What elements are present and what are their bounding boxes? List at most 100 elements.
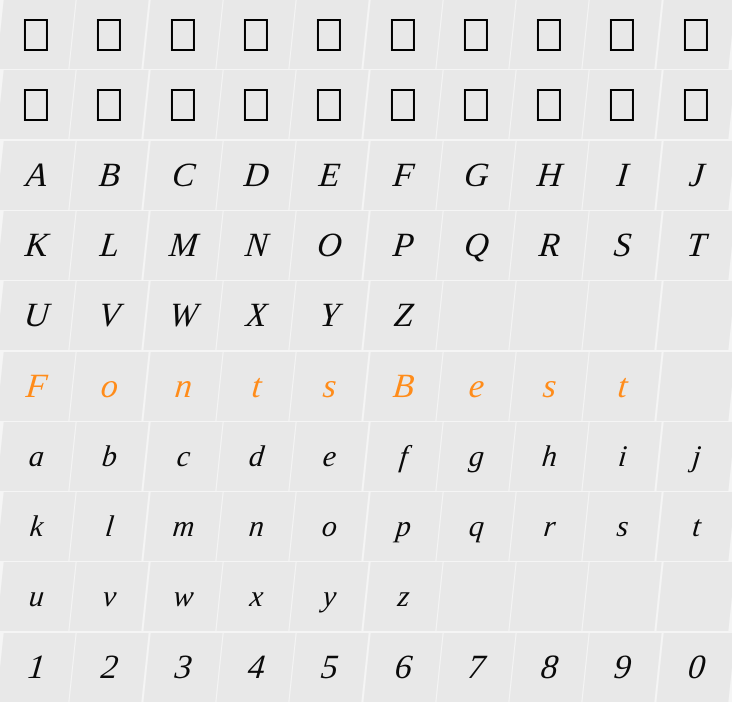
glyph-cell: g [436, 422, 516, 491]
glyph-cell: Z [363, 281, 443, 350]
glyph-cell: l [70, 492, 150, 561]
glyph-cell [143, 70, 223, 139]
glyph-cell: P [363, 211, 443, 280]
glyph-cell: z [363, 562, 443, 631]
glyph-cell: a [0, 422, 76, 491]
glyph-cell: K [0, 211, 76, 280]
glyph-cell: y [290, 562, 370, 631]
glyph-cell: 7 [436, 633, 516, 702]
glyph-cell: o [290, 492, 370, 561]
glyph-cell [509, 70, 589, 139]
glyph-cell [143, 0, 223, 69]
glyph-cell: E [290, 141, 370, 210]
glyph-cell [0, 70, 76, 139]
glyph-cell [583, 562, 663, 631]
glyph-cell [656, 562, 732, 631]
glyph-cell: t [583, 352, 663, 421]
glyph-cell: 5 [290, 633, 370, 702]
glyph-cell [509, 281, 589, 350]
glyph-cell: J [656, 141, 732, 210]
glyph-cell [70, 70, 150, 139]
glyph-cell: e [290, 422, 370, 491]
glyph-cell: I [583, 141, 663, 210]
glyph-cell [216, 70, 296, 139]
glyph-cell [0, 0, 76, 69]
glyph-cell [509, 0, 589, 69]
glyph-cell: b [70, 422, 150, 491]
glyph-cell: 1 [0, 633, 76, 702]
glyph-cell: m [143, 492, 223, 561]
glyph-grid: ABCDEFGHIJKLMNOPQRSTUVWXYZFontsBestabcde… [0, 0, 732, 702]
glyph-cell: Y [290, 281, 370, 350]
glyph-cell: n [143, 352, 223, 421]
glyph-cell: O [290, 211, 370, 280]
glyph-cell: H [509, 141, 589, 210]
glyph-cell: f [363, 422, 443, 491]
glyph-cell: q [436, 492, 516, 561]
glyph-cell [583, 0, 663, 69]
glyph-cell: L [70, 211, 150, 280]
glyph-cell: 4 [216, 633, 296, 702]
glyph-cell: B [363, 352, 443, 421]
glyph-cell: A [0, 141, 76, 210]
glyph-cell: 6 [363, 633, 443, 702]
glyph-cell: h [509, 422, 589, 491]
glyph-cell: F [0, 352, 76, 421]
glyph-cell: c [143, 422, 223, 491]
glyph-cell: s [509, 352, 589, 421]
glyph-cell: 3 [143, 633, 223, 702]
glyph-cell: x [216, 562, 296, 631]
glyph-cell: D [216, 141, 296, 210]
glyph-cell: w [143, 562, 223, 631]
glyph-cell: 2 [70, 633, 150, 702]
glyph-cell: B [70, 141, 150, 210]
glyph-cell: r [509, 492, 589, 561]
glyph-cell [363, 70, 443, 139]
glyph-cell: t [656, 492, 732, 561]
glyph-cell: F [363, 141, 443, 210]
glyph-cell: S [583, 211, 663, 280]
glyph-cell [436, 281, 516, 350]
glyph-cell: 0 [656, 633, 732, 702]
glyph-cell: W [143, 281, 223, 350]
glyph-cell [583, 70, 663, 139]
glyph-cell: M [143, 211, 223, 280]
glyph-cell [290, 70, 370, 139]
glyph-cell: u [0, 562, 76, 631]
glyph-cell: d [216, 422, 296, 491]
glyph-cell [70, 0, 150, 69]
glyph-cell: p [363, 492, 443, 561]
glyph-cell [290, 0, 370, 69]
glyph-cell: G [436, 141, 516, 210]
glyph-cell: Q [436, 211, 516, 280]
glyph-cell: U [0, 281, 76, 350]
glyph-cell [656, 281, 732, 350]
glyph-cell: V [70, 281, 150, 350]
glyph-cell: i [583, 422, 663, 491]
glyph-cell: T [656, 211, 732, 280]
glyph-cell: s [290, 352, 370, 421]
glyph-cell: R [509, 211, 589, 280]
glyph-cell: 8 [509, 633, 589, 702]
glyph-cell: s [583, 492, 663, 561]
glyph-cell: 9 [583, 633, 663, 702]
glyph-cell [656, 70, 732, 139]
glyph-cell [436, 562, 516, 631]
glyph-cell [436, 70, 516, 139]
glyph-cell: e [436, 352, 516, 421]
glyph-cell: o [70, 352, 150, 421]
glyph-cell: v [70, 562, 150, 631]
glyph-cell: n [216, 492, 296, 561]
glyph-cell [436, 0, 516, 69]
glyph-cell [583, 281, 663, 350]
glyph-cell [656, 0, 732, 69]
glyph-cell: N [216, 211, 296, 280]
glyph-cell [363, 0, 443, 69]
glyph-cell: k [0, 492, 76, 561]
glyph-cell: t [216, 352, 296, 421]
glyph-cell: C [143, 141, 223, 210]
glyph-cell: X [216, 281, 296, 350]
glyph-cell [216, 0, 296, 69]
glyph-cell [509, 562, 589, 631]
glyph-cell: j [656, 422, 732, 491]
